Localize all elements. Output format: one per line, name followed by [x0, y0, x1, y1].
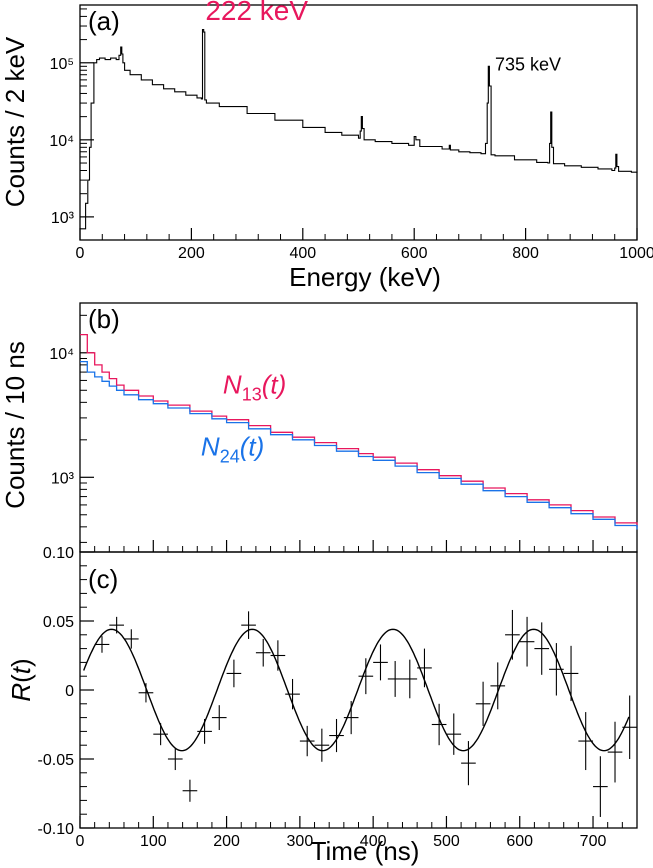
data-point — [417, 648, 432, 688]
panel-c-x-tick-label: 300 — [287, 833, 314, 850]
panel-b-series-labels: N13(t) N24(t) — [201, 370, 286, 467]
panel-b-time-spectra: 10³ 10⁴ (b) N13(t) N24(t) Counts / 10 ns — [0, 302, 638, 553]
panel-c-fit — [83, 628, 630, 752]
panel-c-ratio: -0.10 -0.05 0 0.05 0.10 0 100 200 300 400 500 600 7… — [6, 545, 638, 866]
data-point — [563, 645, 579, 702]
panel-a-x-tick-label: 200 — [178, 245, 205, 262]
data-point — [182, 779, 198, 802]
data-point — [167, 747, 183, 771]
data-point — [358, 658, 374, 695]
fit-curve — [83, 628, 630, 752]
peak-label-735: 735 keV — [495, 54, 561, 74]
data-point — [622, 695, 637, 759]
panel-b-y-axis: 10³ 10⁴ — [49, 314, 94, 543]
peak-label-222: 222 keV — [205, 0, 308, 26]
panel-a-y-axis-title: Counts / 2 keV — [0, 36, 30, 207]
data-point — [153, 723, 168, 746]
data-point — [593, 756, 608, 817]
panel-a-y-tick-label: 10⁵ — [50, 56, 74, 73]
panel-a-y-tick-label: 10⁴ — [49, 133, 74, 150]
series-n24-line — [80, 360, 638, 530]
panel-a-series — [80, 29, 638, 230]
panel-c-x-tick-label: 500 — [433, 833, 460, 850]
panel-a-label: (a) — [88, 6, 120, 36]
data-point — [255, 638, 271, 667]
data-point — [461, 741, 476, 786]
panel-a-x-tick-label: 800 — [512, 245, 539, 262]
panel-b-y-axis-title: Counts / 10 ns — [0, 341, 30, 509]
panel-c-x-tick-label: 200 — [213, 833, 240, 850]
data-point — [314, 728, 330, 762]
data-point — [578, 712, 594, 771]
panel-b-x-axis — [79, 540, 623, 552]
panel-c-y-tick-label: -0.10 — [38, 821, 75, 838]
panel-a-annotations: 222 keV 735 keV — [205, 0, 561, 74]
data-point — [402, 659, 418, 699]
panel-b-y-tick-label: 10⁴ — [49, 346, 74, 363]
data-point — [123, 629, 139, 649]
panel-b-frame — [79, 302, 638, 553]
data-point — [431, 703, 447, 746]
panel-a-x-tick-label: 600 — [401, 245, 428, 262]
panel-a-x-tick-label: 1000 — [619, 245, 653, 262]
panel-a-x-axis: 0 200 400 600 800 1000 — [76, 228, 653, 262]
data-point — [285, 678, 300, 710]
panel-c-y-axis-title: R(t) — [6, 658, 36, 701]
panel-c-y-tick-label: 0 — [65, 683, 74, 700]
data-point — [138, 683, 154, 703]
panel-c-x-axis: 0 100 200 300 400 500 600 700 — [76, 816, 623, 850]
data-point — [475, 681, 491, 726]
panel-a-x-axis-title: Energy (keV) — [289, 262, 441, 292]
data-point — [211, 705, 227, 731]
panel-c-label: (c) — [88, 564, 118, 594]
series-n24-label: N24(t) — [201, 431, 264, 466]
data-point — [270, 640, 286, 671]
panel-c-x-tick-label: 700 — [580, 833, 607, 850]
data-point — [446, 713, 462, 755]
panel-c-y-tick-label: 0.10 — [43, 545, 74, 562]
data-point — [299, 725, 315, 757]
panel-c-points — [94, 609, 637, 817]
panel-c-x-axis-title: Time (ns) — [311, 836, 420, 866]
data-point — [607, 721, 623, 783]
panel-c-x-tick-label: 0 — [76, 833, 85, 850]
panel-c-y-tick-label: 0.05 — [43, 614, 74, 631]
data-point — [241, 611, 256, 639]
panel-a-spectrum-line — [80, 29, 638, 230]
data-point — [226, 659, 242, 688]
data-point — [387, 661, 403, 697]
data-point — [505, 609, 520, 660]
panel-a-x-tick-label: 0 — [76, 245, 85, 262]
data-point — [549, 643, 564, 696]
panel-c-y-axis: -0.10 -0.05 0 0.05 0.10 — [38, 545, 94, 838]
panel-b-label: (b) — [88, 304, 120, 334]
data-point — [343, 701, 359, 735]
panel-b-series — [80, 333, 638, 530]
panel-a-x-tick-label: 400 — [289, 245, 316, 262]
panel-c-y-tick-label: -0.05 — [38, 752, 75, 769]
panel-a-energy-spectrum: 10³ 10⁴ 10⁵ 0 200 400 600 800 1000 (a) 222 keV 7… — [0, 0, 653, 292]
panel-a-frame — [79, 4, 638, 241]
data-point — [534, 622, 550, 675]
panel-b-y-tick-label: 10³ — [51, 470, 75, 487]
panel-c-x-tick-label: 400 — [360, 833, 387, 850]
data-point — [94, 636, 110, 653]
panel-c-x-tick-label: 100 — [140, 833, 167, 850]
data-point — [329, 718, 344, 753]
data-point — [519, 616, 535, 667]
panel-c-x-tick-label: 600 — [506, 833, 533, 850]
data-point — [373, 644, 388, 681]
panel-a-y-axis: 10³ 10⁴ 10⁵ — [49, 8, 94, 227]
series-n13-label: N13(t) — [223, 370, 286, 405]
data-point — [490, 662, 506, 710]
data-point — [109, 616, 124, 634]
series-n13-line — [80, 333, 638, 527]
data-point — [197, 718, 212, 744]
panel-a-y-tick-label: 10³ — [51, 210, 75, 227]
